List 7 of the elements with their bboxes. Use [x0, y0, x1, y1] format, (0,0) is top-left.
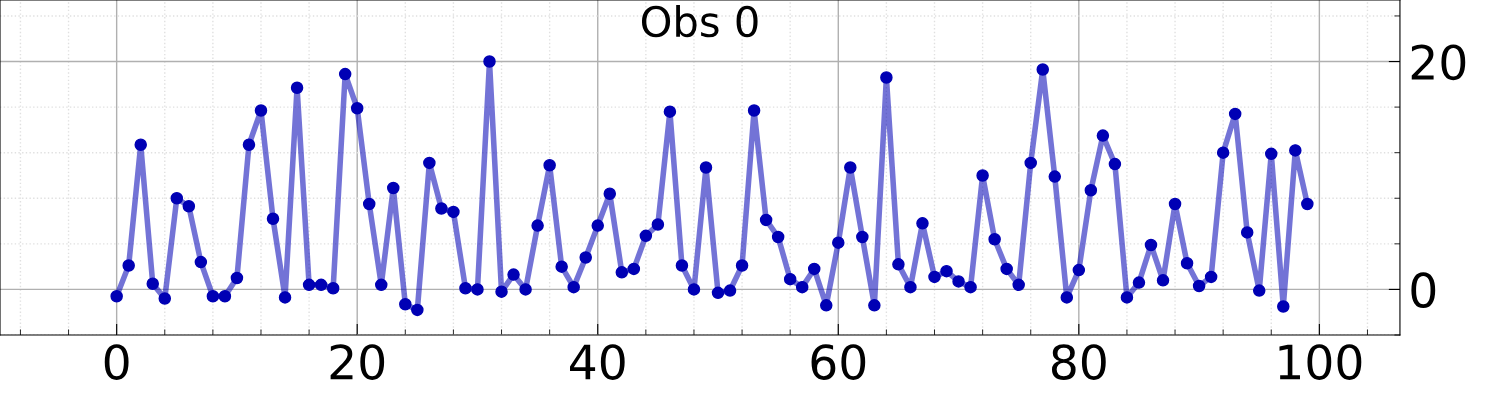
chart-title: Obs 0 [641, 5, 758, 38]
x-tick-label: 40 [570, 344, 625, 380]
x-tick-label: 100 [1279, 344, 1362, 380]
x-tick-label: 80 [1051, 344, 1106, 380]
x-tick-label: 60 [811, 344, 866, 380]
x-tick-label: 0 [104, 344, 129, 380]
x-tick-label: 20 [330, 344, 385, 380]
